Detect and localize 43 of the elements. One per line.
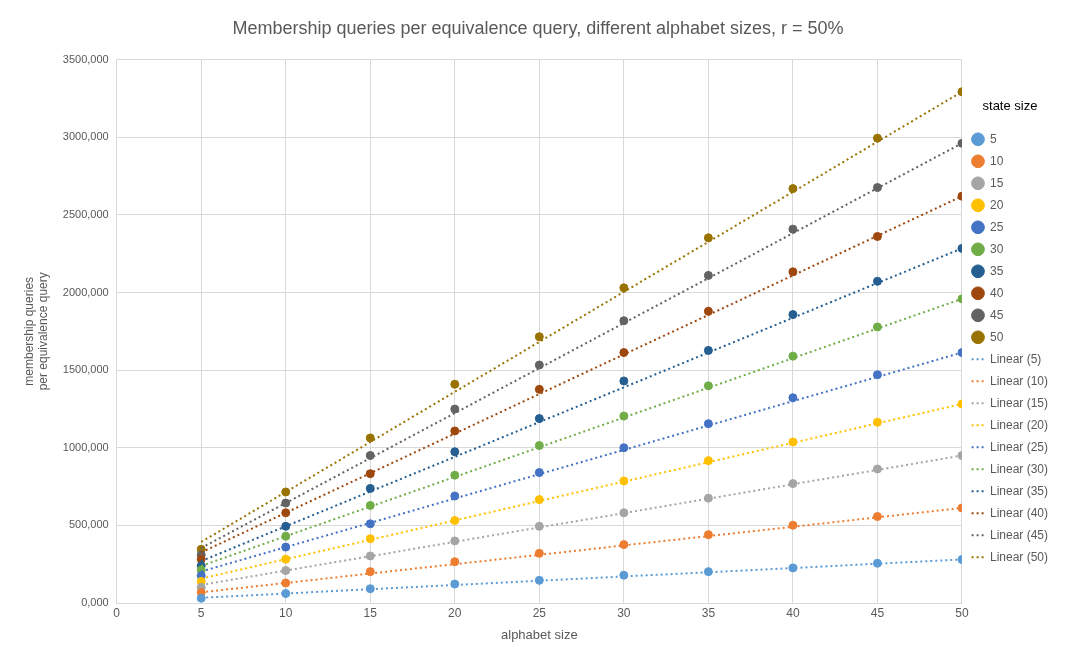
legend-label: 40 xyxy=(989,285,1004,300)
legend-label: Linear (40) xyxy=(989,505,1048,520)
legend-label: 45 xyxy=(989,307,1004,322)
legend-title: state size xyxy=(982,97,1038,113)
legend-label: 30 xyxy=(989,241,1004,256)
legend-label: Linear (20) xyxy=(989,417,1048,432)
legend-label: Linear (50) xyxy=(989,549,1048,564)
x-tick-label: 25 xyxy=(532,605,547,620)
legend-label: 50 xyxy=(989,329,1004,344)
legend-label: Linear (25) xyxy=(989,439,1048,454)
y-tick-label: 2000,000 xyxy=(62,285,109,298)
x-tick-label: 20 xyxy=(448,605,462,620)
legend-label: Linear (45) xyxy=(989,527,1048,542)
y-tick-label: 1000,000 xyxy=(62,440,109,453)
x-tick-label: 40 xyxy=(786,605,800,620)
legend-label: Linear (35) xyxy=(989,483,1048,498)
legend-label: 15 xyxy=(989,175,1004,190)
y-tick-label: 500,000 xyxy=(68,518,109,531)
x-tick-label: 30 xyxy=(617,605,631,620)
legend-label: Linear (30) xyxy=(989,461,1048,476)
y-tick-label: 1500,000 xyxy=(62,363,109,376)
legend-label: Linear (5) xyxy=(989,351,1042,366)
y-tick-label: 3500,000 xyxy=(62,52,109,65)
x-tick-label: 45 xyxy=(870,605,885,620)
y-axis-title: membership queries per equivalence query xyxy=(21,272,50,391)
legend-label: 10 xyxy=(989,153,1004,168)
legend-label: 35 xyxy=(989,263,1004,278)
x-tick-label: 10 xyxy=(279,605,293,620)
y-tick-label: 2500,000 xyxy=(62,207,109,220)
chart-title: Membership queries per equivalence query, different alphabet sizes, r = 50% xyxy=(232,17,844,38)
x-tick-label: 50 xyxy=(955,605,969,620)
y-tick-label: 0,000 xyxy=(81,596,109,609)
legend-label: 20 xyxy=(989,197,1004,212)
x-tick-label: 5 xyxy=(197,605,205,620)
x-tick-label: 35 xyxy=(701,605,716,620)
legend-label: Linear (15) xyxy=(989,395,1048,410)
x-axis-title: alphabet size xyxy=(501,626,578,642)
legend-label: 5 xyxy=(989,131,997,146)
legend-label: 25 xyxy=(989,219,1004,234)
legend-label: Linear (10) xyxy=(989,373,1048,388)
x-tick-label: 0 xyxy=(113,605,121,620)
x-tick-label: 15 xyxy=(363,605,378,620)
y-tick-label: 3000,000 xyxy=(62,130,109,143)
